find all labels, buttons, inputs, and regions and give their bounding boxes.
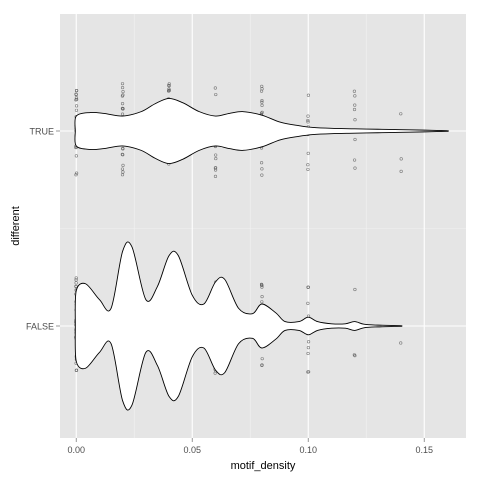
- data-point: [74, 154, 78, 158]
- data-point: [167, 89, 171, 93]
- data-point: [399, 112, 403, 116]
- data-point: [306, 340, 311, 344]
- data-point: [399, 169, 403, 173]
- x-tick-label: 0.10: [299, 445, 317, 455]
- data-point: [399, 157, 403, 161]
- data-point: [306, 118, 310, 123]
- data-point: [352, 107, 357, 112]
- data-point: [306, 93, 311, 97]
- violins: [74, 97, 449, 411]
- data-point: [306, 151, 310, 155]
- data-point: [214, 166, 218, 170]
- data-point: [74, 368, 79, 372]
- data-point: [120, 102, 125, 106]
- y-tick-label: FALSE: [26, 322, 54, 332]
- data-point: [260, 357, 264, 361]
- data-point: [214, 156, 218, 161]
- data-point: [120, 112, 125, 116]
- data-point: [75, 171, 79, 175]
- data-point: [121, 153, 125, 157]
- data-point: [74, 173, 78, 177]
- data-point: [74, 281, 78, 285]
- data-point: [353, 118, 357, 122]
- x-tick-label: 0.15: [415, 445, 433, 455]
- data-point: [260, 103, 264, 107]
- data-point: [214, 92, 218, 97]
- data-point: [213, 174, 218, 178]
- data-point: [353, 353, 357, 358]
- data-point: [74, 98, 78, 102]
- data-point: [260, 100, 264, 104]
- data-point: [74, 92, 78, 97]
- data-point: [74, 89, 79, 93]
- data-point: [167, 84, 171, 88]
- y-tick-label: TRUE: [30, 127, 55, 137]
- data-point: [306, 285, 310, 289]
- data-point: [74, 278, 78, 282]
- data-point: [121, 107, 125, 111]
- data-point: [260, 87, 264, 91]
- data-point: [213, 86, 217, 90]
- data-point: [121, 93, 125, 97]
- data-point: [353, 137, 357, 142]
- data-point: [260, 167, 264, 171]
- data-point: [213, 371, 217, 375]
- data-point: [306, 351, 310, 356]
- data-point: [260, 295, 264, 299]
- data-point: [260, 99, 264, 103]
- data-point: [260, 363, 264, 367]
- data-point: [260, 300, 264, 304]
- data-point: [167, 88, 171, 93]
- data-point: [167, 82, 171, 86]
- data-point: [74, 96, 79, 100]
- x-axis: 0.00 0.05 0.10 0.15: [67, 438, 433, 455]
- data-point: [399, 341, 403, 345]
- data-point: [307, 370, 311, 374]
- violin-false: [74, 241, 403, 411]
- data-point: [306, 120, 310, 124]
- data-point: [74, 108, 79, 112]
- data-point: [353, 103, 357, 107]
- data-point: [121, 147, 125, 151]
- data-point: [120, 85, 125, 90]
- data-point: [306, 114, 310, 118]
- data-point: [306, 167, 310, 172]
- violin-true: [74, 97, 449, 165]
- y-axis: TRUE FALSE: [26, 127, 60, 332]
- data-point: [120, 82, 125, 86]
- data-point: [260, 173, 264, 177]
- data-point: [259, 282, 264, 286]
- data-point: [353, 94, 357, 98]
- data-point: [75, 97, 79, 101]
- data-point: [74, 104, 79, 108]
- data-point: [352, 158, 357, 162]
- data-point: [306, 301, 310, 306]
- data-point: [120, 167, 125, 171]
- data-point: [121, 89, 125, 94]
- y-axis-title: different: [10, 206, 22, 246]
- data-point: [306, 163, 310, 167]
- data-point: [306, 346, 311, 350]
- data-point: [120, 152, 124, 156]
- data-point: [121, 163, 125, 168]
- data-point: [353, 166, 357, 170]
- data-point: [214, 153, 218, 157]
- data-point: [353, 287, 357, 292]
- data-point: [121, 170, 125, 174]
- x-tick-label: 0.05: [183, 445, 201, 455]
- x-axis-title: motif_density: [231, 460, 296, 472]
- data-point: [259, 161, 264, 165]
- data-point: [352, 89, 357, 93]
- data-point: [74, 276, 78, 280]
- x-tick-label: 0.00: [67, 445, 85, 455]
